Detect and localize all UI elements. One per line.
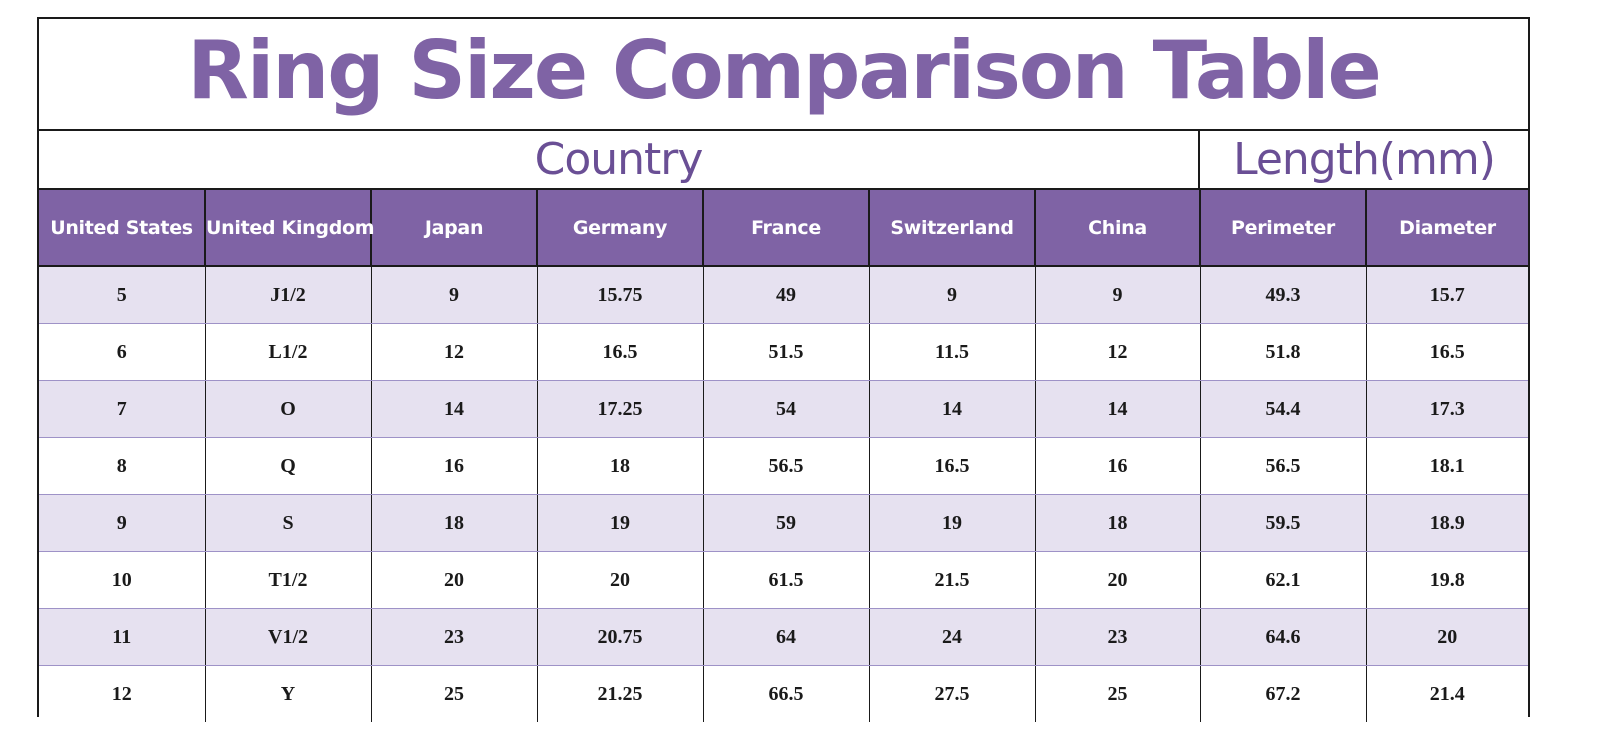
table-header-row: United States United Kingdom Japan Germa… bbox=[39, 188, 1528, 267]
table-cell: 49.3 bbox=[1199, 266, 1366, 324]
table-row: 12 Y 25 21.25 66.5 27.5 25 67.2 21.4 bbox=[39, 665, 1528, 722]
table-cell: S bbox=[204, 494, 371, 552]
table-cell: 24 bbox=[868, 608, 1035, 666]
table-cell: Q bbox=[204, 437, 371, 495]
ring-size-table-document: Ring Size Comparison Table Country Lengt… bbox=[37, 17, 1530, 722]
table-cell: 66.5 bbox=[702, 665, 869, 722]
table-cell: 49 bbox=[702, 266, 869, 324]
table-cell: Y bbox=[204, 665, 371, 722]
table-cell: 64 bbox=[702, 608, 869, 666]
column-header-china: China bbox=[1034, 188, 1200, 267]
table-cell: 17.25 bbox=[536, 380, 703, 438]
table-cell: 18 bbox=[1034, 494, 1200, 552]
table-cell: 16 bbox=[370, 437, 537, 495]
table-cell: 59 bbox=[702, 494, 869, 552]
table-cell: 21.5 bbox=[868, 551, 1035, 609]
table-row: 9 S 18 19 59 19 18 59.5 18.9 bbox=[39, 494, 1528, 552]
table-cell: 11.5 bbox=[868, 323, 1035, 381]
table-cell: J1/2 bbox=[204, 266, 371, 324]
table-row: 7 O 14 17.25 54 14 14 54.4 17.3 bbox=[39, 380, 1528, 438]
table-cell: 18 bbox=[370, 494, 537, 552]
table-cell: 51.5 bbox=[702, 323, 869, 381]
table-cell: 15.7 bbox=[1365, 266, 1528, 324]
table-cell: T1/2 bbox=[204, 551, 371, 609]
table-cell: 20 bbox=[536, 551, 703, 609]
table-cell: 25 bbox=[1034, 665, 1200, 722]
table-cell: 20.75 bbox=[536, 608, 703, 666]
table-cell: 9 bbox=[1034, 266, 1200, 324]
table-cell: 8 bbox=[39, 437, 205, 495]
column-header-united-kingdom: United Kingdom bbox=[204, 188, 375, 267]
table-row: 6 L1/2 12 16.5 51.5 11.5 12 51.8 16.5 bbox=[39, 323, 1528, 381]
table-cell: 21.4 bbox=[1365, 665, 1528, 722]
table-cell: 16.5 bbox=[868, 437, 1035, 495]
table-cell: 51.8 bbox=[1199, 323, 1366, 381]
table-cell: 23 bbox=[1034, 608, 1200, 666]
table-cell: 54 bbox=[702, 380, 869, 438]
table-cell: 15.75 bbox=[536, 266, 703, 324]
table-cell: 25 bbox=[370, 665, 537, 722]
table-cell: 21.25 bbox=[536, 665, 703, 722]
table-cell: 12 bbox=[39, 665, 205, 722]
column-header-japan: Japan bbox=[370, 188, 537, 267]
table-cell: 18.9 bbox=[1365, 494, 1528, 552]
table-cell: O bbox=[204, 380, 371, 438]
table-cell: 11 bbox=[39, 608, 205, 666]
table-cell: 5 bbox=[39, 266, 205, 324]
column-header-france: France bbox=[702, 188, 869, 267]
table-cell: 9 bbox=[39, 494, 205, 552]
table-cell: 19.8 bbox=[1365, 551, 1528, 609]
table-row: 5 J1/2 9 15.75 49 9 9 49.3 15.7 bbox=[39, 266, 1528, 324]
table-row: 11 V1/2 23 20.75 64 24 23 64.6 20 bbox=[39, 608, 1528, 666]
table-cell: 12 bbox=[370, 323, 537, 381]
table-cell: 56.5 bbox=[1199, 437, 1366, 495]
column-header-perimeter: Perimeter bbox=[1199, 188, 1366, 267]
table-cell: 54.4 bbox=[1199, 380, 1366, 438]
table-cell: 67.2 bbox=[1199, 665, 1366, 722]
column-header-switzerland: Switzerland bbox=[868, 188, 1035, 267]
table-cell: 7 bbox=[39, 380, 205, 438]
table-cell: 59.5 bbox=[1199, 494, 1366, 552]
table-cell: 14 bbox=[1034, 380, 1200, 438]
table-row: 8 Q 16 18 56.5 16.5 16 56.5 18.1 bbox=[39, 437, 1528, 495]
table-cell: 10 bbox=[39, 551, 205, 609]
table-cell: 16.5 bbox=[536, 323, 703, 381]
table-cell: 64.6 bbox=[1199, 608, 1366, 666]
size-table: United States United Kingdom Japan Germa… bbox=[39, 188, 1528, 722]
table-cell: 9 bbox=[868, 266, 1035, 324]
table-cell: 16.5 bbox=[1365, 323, 1528, 381]
column-group-row: Country Length(mm) bbox=[39, 131, 1528, 188]
table-body: 5 J1/2 9 15.75 49 9 9 49.3 15.7 6 L1/2 12 16.5 51.5 11… bbox=[39, 266, 1528, 722]
table-cell: L1/2 bbox=[204, 323, 371, 381]
table-row: 10 T1/2 20 20 61.5 21.5 20 62.1 19.8 bbox=[39, 551, 1528, 609]
table-cell: 17.3 bbox=[1365, 380, 1528, 438]
table-cell: 27.5 bbox=[868, 665, 1035, 722]
title-row: Ring Size Comparison Table bbox=[39, 19, 1528, 131]
column-header-diameter: Diameter bbox=[1365, 188, 1528, 267]
table-cell: 9 bbox=[370, 266, 537, 324]
table-cell: 19 bbox=[536, 494, 703, 552]
table-cell: 16 bbox=[1034, 437, 1200, 495]
table-cell: 62.1 bbox=[1199, 551, 1366, 609]
table-cell: 56.5 bbox=[702, 437, 869, 495]
column-header-germany: Germany bbox=[536, 188, 703, 267]
group-header-country: Country bbox=[39, 131, 1200, 188]
table-cell: 14 bbox=[370, 380, 537, 438]
page-title: Ring Size Comparison Table bbox=[187, 24, 1382, 117]
table-cell: 19 bbox=[868, 494, 1035, 552]
table-cell: 18 bbox=[536, 437, 703, 495]
table-cell: 20 bbox=[1365, 608, 1528, 666]
group-header-length: Length(mm) bbox=[1233, 134, 1496, 185]
table-cell: 20 bbox=[370, 551, 537, 609]
table-cell: 6 bbox=[39, 323, 205, 381]
table-cell: 23 bbox=[370, 608, 537, 666]
table-cell: V1/2 bbox=[204, 608, 371, 666]
table-cell: 14 bbox=[868, 380, 1035, 438]
table-cell: 20 bbox=[1034, 551, 1200, 609]
table-cell: 18.1 bbox=[1365, 437, 1528, 495]
column-header-united-states: United States bbox=[39, 188, 205, 267]
table-cell: 61.5 bbox=[702, 551, 869, 609]
table-cell: 12 bbox=[1034, 323, 1200, 381]
